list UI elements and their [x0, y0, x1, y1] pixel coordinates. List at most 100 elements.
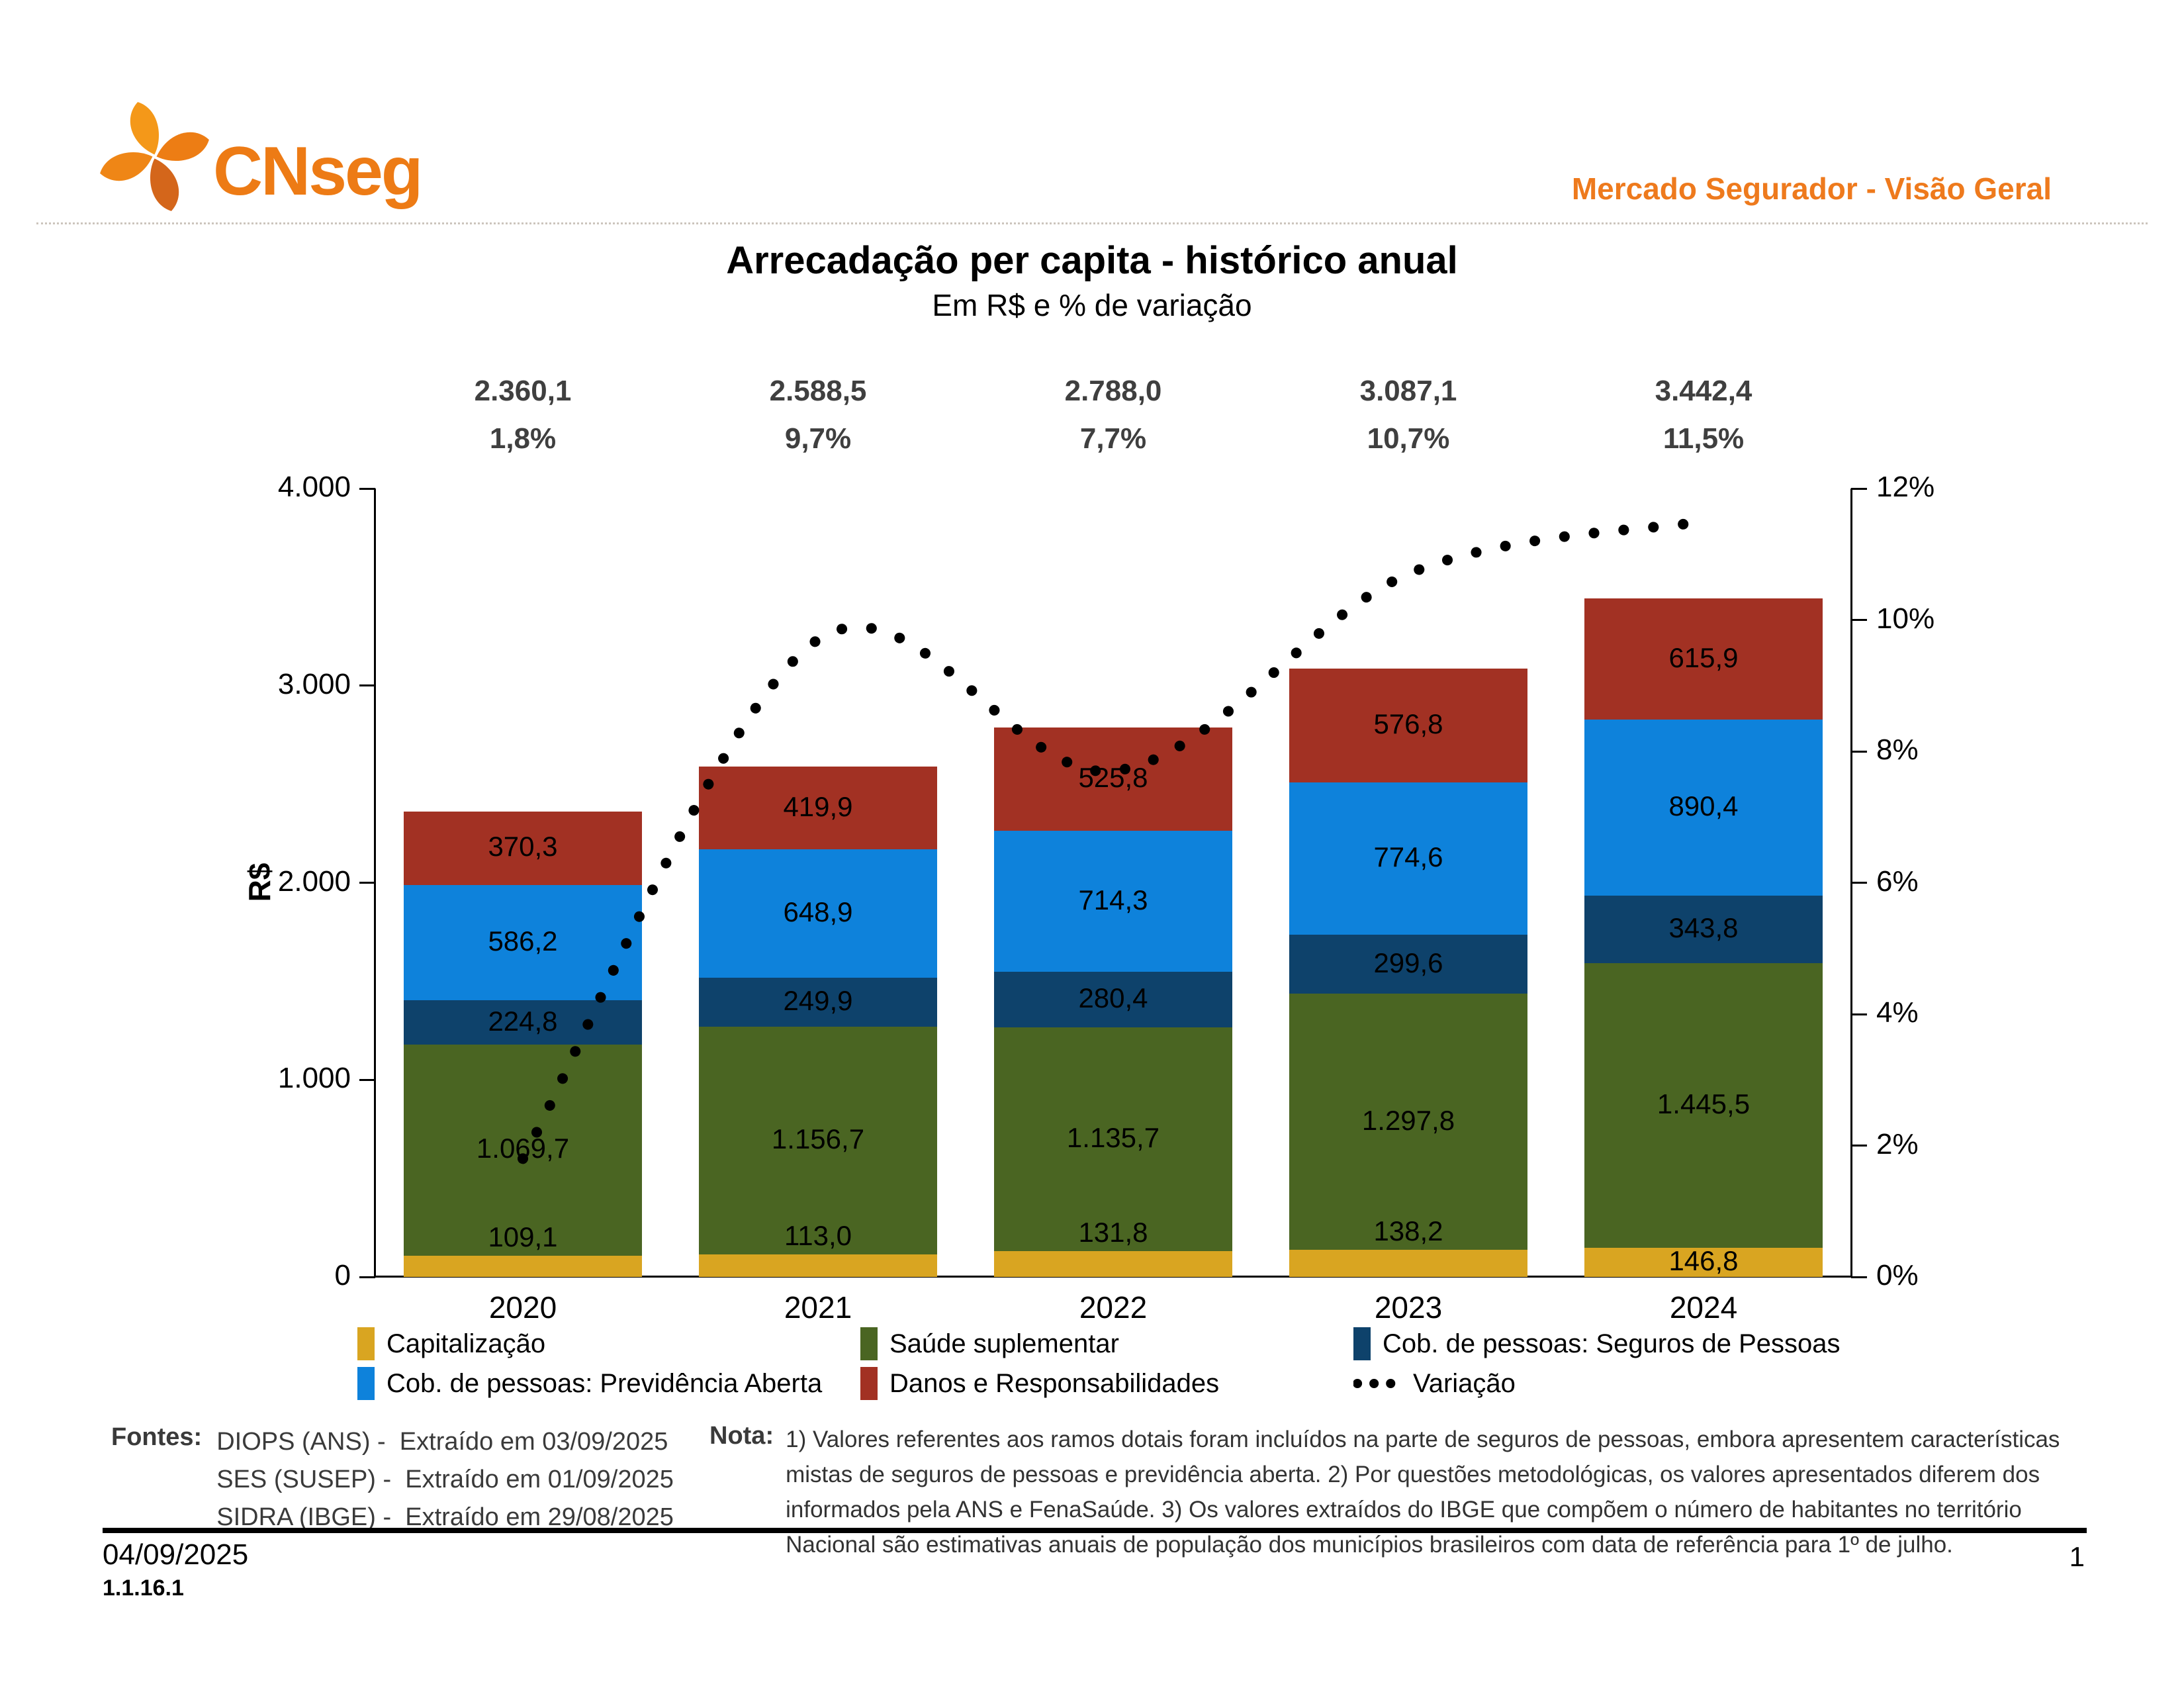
logo-petal-top [130, 102, 159, 155]
y-left-tick-mark [359, 882, 375, 884]
bar-segment-4-2020 [404, 812, 642, 885]
bar-segment-value: 576,8 [1373, 708, 1443, 739]
header-divider [36, 222, 2148, 224]
footer-report-code: 1.1.16.1 [103, 1575, 184, 1601]
bar-segment-value: 131,8 [1078, 1216, 1148, 1248]
bar-segment-4-2023 [1289, 668, 1527, 782]
page-subtitle: Em R$ e % de variação [932, 288, 1252, 322]
bar-segment-0-2023 [1289, 1249, 1527, 1277]
source-item: SIDRA (IBGE) - Extraído em 29/08/2025 [216, 1503, 674, 1531]
bar-segment-2-2024 [1584, 895, 1823, 963]
cnseg-logo-icon [100, 102, 209, 211]
x-axis-label-2024: 2024 [1669, 1290, 1738, 1325]
footer-date: 04/09/2025 [103, 1538, 249, 1571]
y-right-tick-label: 4% [1876, 996, 1919, 1029]
bar-segment-3-2023 [1289, 782, 1527, 935]
variation-dotted-line [518, 516, 1709, 1164]
bar-segment-4-2024 [1584, 598, 1823, 720]
y-left-tick-mark [359, 1276, 375, 1278]
y-left-tick-label: 1.000 [277, 1062, 351, 1095]
page-title: Arrecadação per capita - histórico anual [726, 239, 1458, 282]
bar-segment-4-2022 [994, 727, 1232, 831]
bar-segment-value: 525,8 [1078, 762, 1148, 794]
y-left-tick-label: 0 [334, 1259, 351, 1291]
bar-segment-3-2024 [1584, 720, 1823, 896]
bar-segment-0-2020 [404, 1255, 642, 1277]
bar-segment-2-2020 [404, 1000, 642, 1045]
y-right-tick-mark [1851, 882, 1867, 884]
y-left-tick-mark [359, 1078, 375, 1081]
bar-segment-3-2021 [699, 849, 937, 978]
bar-segment-value: 138,2 [1373, 1215, 1443, 1246]
bar-segment-value: 586,2 [488, 925, 558, 957]
bar-segment-0-2024 [1584, 1248, 1823, 1277]
bar-segment-value: 280,4 [1078, 982, 1148, 1013]
source-item: SES (SUSEP) - Extraído em 01/09/2025 [216, 1466, 674, 1493]
cnseg-logo-text: CNseg [213, 133, 423, 210]
x-axis-label-2023: 2023 [1374, 1290, 1443, 1325]
y-right-tick-mark [1851, 619, 1867, 621]
bar-segment-4-2021 [699, 767, 937, 850]
bar-segment-3-2022 [994, 831, 1232, 972]
bar-segment-value: 370,3 [488, 831, 558, 863]
bar-segment-value: 648,9 [783, 896, 853, 927]
note-text: 1) Valores referentes aos ramos dotais f… [786, 1427, 2060, 1558]
logo-petal-left [100, 152, 153, 181]
bar-segment-value: 146,8 [1668, 1245, 1739, 1277]
y-left-tick-mark [359, 684, 375, 687]
y-right-tick-mark [1851, 1276, 1867, 1278]
sources-list: DIOPS (ANS) - Extraído em 03/09/2025 SES… [216, 1423, 674, 1536]
bar-segment-value: 774,6 [1373, 841, 1443, 872]
y-left-tick-label: 3.000 [277, 667, 351, 700]
bar-segment-value: 224,8 [488, 1005, 558, 1037]
y-right-tick-mark [1851, 487, 1867, 490]
x-axis-label-2021: 2021 [784, 1290, 852, 1325]
x-axis-label-2022: 2022 [1079, 1290, 1148, 1325]
variation-pct-label: 7,7% [1079, 422, 1147, 455]
bar-segment-2-2023 [1289, 935, 1527, 994]
bar-segment-value: 1.445,5 [1657, 1088, 1751, 1120]
variation-pct-label: 9,7% [784, 422, 852, 455]
source-item: DIOPS (ANS) - Extraído em 03/09/2025 [216, 1428, 668, 1456]
note-block: Nota: 1) Valores referentes aos ramos do… [709, 1422, 2106, 1562]
bar-segment-3-2020 [404, 884, 642, 1001]
header-right-title: Mercado Segurador - Visão Geral [1571, 171, 2052, 206]
bar-total-label: 3.087,1 [1359, 375, 1457, 407]
bar-segment-value: 299,6 [1373, 947, 1443, 978]
bar-segment-value: 1.135,7 [1066, 1121, 1160, 1153]
y-right-tick-label: 12% [1876, 471, 1935, 503]
bar-total-label: 2.360,1 [474, 375, 572, 407]
bar-total-label: 2.588,5 [769, 375, 867, 407]
y-right-tick-label: 2% [1876, 1127, 1919, 1160]
variation-pct-label: 10,7% [1367, 422, 1450, 455]
bar-total-label: 3.442,4 [1655, 375, 1752, 407]
note-label: Nota: [709, 1422, 774, 1450]
bar-segment-value: 615,9 [1668, 641, 1739, 673]
x-axis-label-2020: 2020 [488, 1290, 557, 1325]
variation-pct-label: 11,5% [1662, 422, 1745, 455]
sources-block: Fontes: DIOPS (ANS) - Extraído em 03/09/… [111, 1423, 674, 1536]
sources-label: Fontes: [111, 1423, 203, 1451]
y-right-tick-label: 10% [1876, 602, 1935, 635]
bar-segment-1-2024 [1584, 962, 1823, 1248]
logo-petal-right [156, 132, 209, 162]
y-left-tick-mark [359, 487, 375, 490]
bar-total-label: 2.788,0 [1064, 375, 1162, 407]
footer-divider [103, 1528, 2087, 1533]
bar-segment-2-2021 [699, 977, 937, 1027]
bar-segment-value: 1.156,7 [771, 1123, 865, 1155]
bar-segment-value: 249,9 [783, 984, 853, 1016]
y-right-tick-label: 6% [1876, 865, 1919, 898]
bar-segment-1-2023 [1289, 994, 1527, 1250]
bar-segment-1-2022 [994, 1027, 1232, 1251]
y-right-tick-mark [1851, 1145, 1867, 1147]
bar-segment-value: 1.297,8 [1361, 1104, 1455, 1136]
y-left-tick-label: 2.000 [277, 865, 351, 898]
bar-segment-0-2022 [994, 1250, 1232, 1277]
variation-pct-label: 1,8% [489, 422, 557, 455]
footer-page-number: 1 [2069, 1541, 2085, 1572]
bar-segment-value: 113,0 [784, 1220, 852, 1252]
